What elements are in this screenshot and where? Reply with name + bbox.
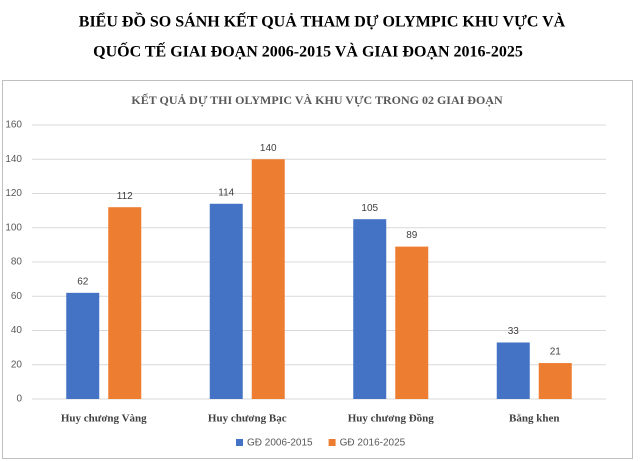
x-tick-label: Bằng khen — [509, 413, 559, 425]
chart-title: KẾT QUẢ DỰ THI OLYMPIC VÀ KHU VỰC TRONG … — [131, 92, 503, 107]
value-label: 114 — [218, 187, 234, 198]
value-label: 89 — [406, 230, 418, 241]
value-label: 21 — [550, 347, 562, 358]
y-tick-label: 160 — [5, 120, 22, 131]
y-tick-label: 0 — [16, 394, 22, 405]
bar — [538, 363, 572, 399]
legend-label: GĐ 2006-2015 — [247, 438, 313, 449]
legend-label: GĐ 2016-2025 — [340, 438, 406, 449]
value-label: 105 — [361, 203, 378, 214]
bar — [395, 246, 429, 399]
value-label: 62 — [77, 276, 89, 287]
x-tick-label: Huy chương Đồng — [348, 413, 435, 425]
y-tick-label: 100 — [5, 222, 22, 233]
value-label: 33 — [508, 326, 520, 337]
x-tick-label: Huy chương Bạc — [208, 413, 287, 425]
x-tick-label: Huy chương Vàng — [61, 413, 147, 425]
legend-swatch — [328, 439, 336, 446]
y-tick-label: 140 — [5, 154, 22, 165]
y-tick-label: 20 — [11, 359, 23, 370]
y-tick-label: 120 — [5, 188, 22, 199]
bar — [496, 342, 530, 399]
legend-swatch — [236, 439, 243, 446]
bar — [251, 159, 285, 399]
value-label: 140 — [260, 143, 277, 154]
value-label: 112 — [117, 191, 133, 202]
bar — [209, 203, 243, 399]
page-title: BIỂU ĐỒ SO SÁNH KẾT QUẢ THAM DỰ OLYMPIC … — [79, 11, 566, 31]
bar — [66, 292, 100, 399]
bar — [108, 207, 142, 399]
y-tick-label: 60 — [11, 291, 23, 302]
y-tick-label: 80 — [11, 257, 23, 268]
bar — [353, 219, 387, 399]
page-title: QUỐC TẾ GIAI ĐOẠN 2006-2015 VÀ GIAI ĐOẠN… — [93, 41, 523, 61]
y-tick-label: 40 — [11, 325, 23, 336]
chart-frame — [2, 80, 633, 459]
